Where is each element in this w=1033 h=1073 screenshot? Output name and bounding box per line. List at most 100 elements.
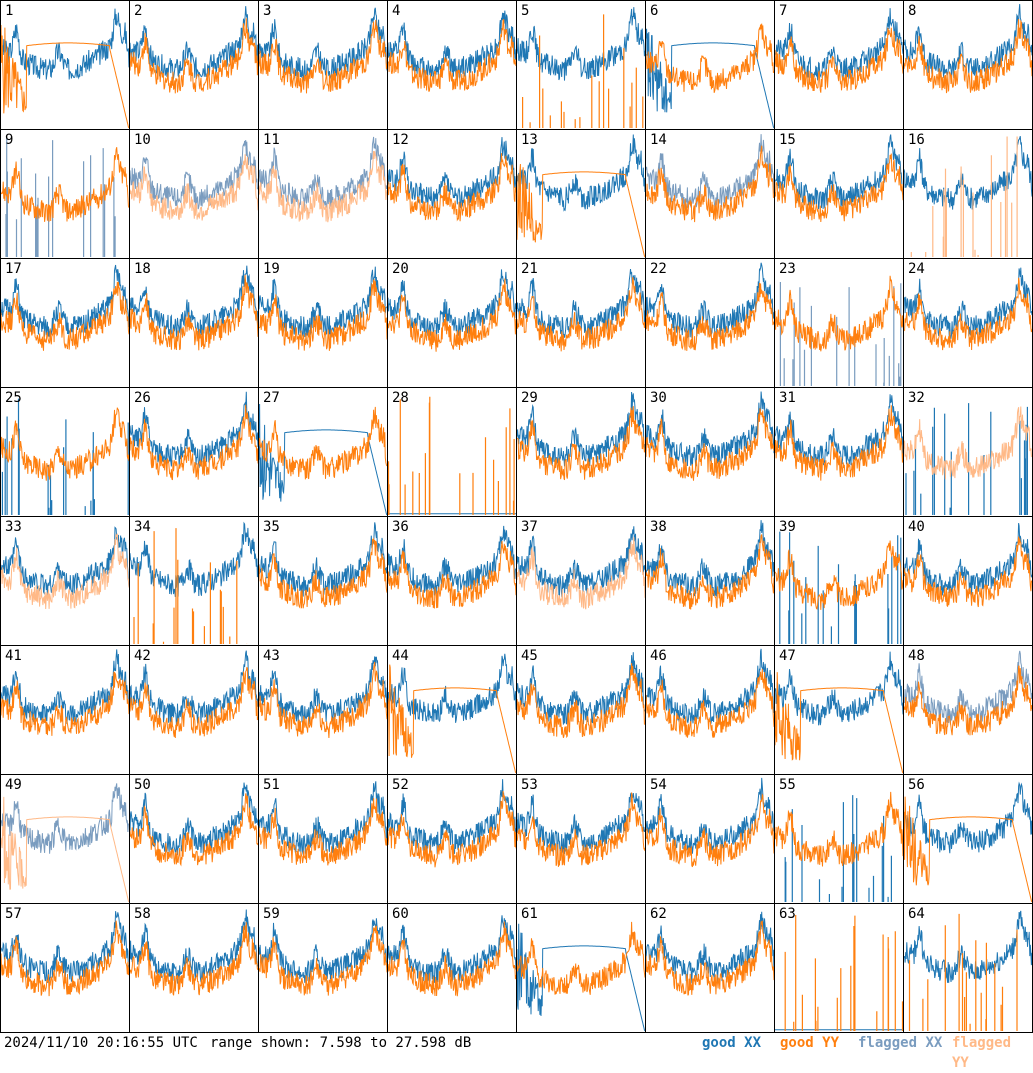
series-yy-9 (0, 147, 130, 222)
spectrum-tile-58: 58 (129, 903, 259, 1033)
spectrum-tile-63: 63 (774, 903, 904, 1033)
tile-label: 42 (134, 648, 151, 664)
series-yy-17 (0, 281, 130, 351)
tile-label: 13 (521, 132, 538, 148)
tile-label: 1 (5, 3, 13, 19)
series-yy-29 (516, 406, 646, 481)
spectrum-tile-57: 57 (0, 903, 130, 1033)
tile-label: 58 (134, 906, 151, 922)
series-yy-25 (0, 407, 130, 481)
series-xx-46 (645, 648, 775, 726)
tile-label: 22 (650, 261, 667, 277)
series-xx-10 (129, 139, 259, 210)
series-xx-5 (516, 7, 646, 81)
spectrum-tile-31: 31 (774, 387, 904, 517)
spectrum-tile-21: 21 (516, 258, 646, 388)
series-yy-35 (258, 537, 388, 609)
legend-good-xx-b: XX (744, 1035, 762, 1051)
series-yy-54 (645, 793, 775, 868)
tile-label: 5 (521, 3, 529, 19)
series-yy-61 (516, 921, 646, 995)
spectrum-tile-40: 40 (903, 516, 1033, 646)
tile-label: 37 (521, 519, 538, 535)
spectrum-tile-16: 16 (903, 129, 1033, 259)
series-xx-26 (129, 391, 259, 469)
spectrum-tile-23: 23 (774, 258, 904, 388)
series-yy-51 (258, 798, 388, 866)
tile-label: 54 (650, 777, 667, 793)
spectrum-tile-8: 8 (903, 0, 1033, 130)
tile-border (774, 903, 904, 1033)
series-yy-36 (387, 540, 517, 609)
tile-label: 25 (5, 390, 22, 406)
series-xx-61 (516, 923, 646, 1032)
series-xx-44 (387, 653, 517, 723)
spectrum-tile-49: 49 (0, 774, 130, 904)
series-xx-62 (645, 911, 775, 984)
series-yy-38 (645, 534, 775, 610)
tile-label: 23 (779, 261, 796, 277)
tile-label: 36 (392, 519, 409, 535)
spectrum-tile-19: 19 (258, 258, 388, 388)
tile-label: 19 (263, 261, 280, 277)
tile-label: 35 (263, 519, 280, 535)
spectrum-tile-24: 24 (903, 258, 1033, 388)
series-xx-23 (779, 282, 902, 386)
tile-label: 45 (521, 648, 538, 664)
series-yy-4 (387, 19, 517, 92)
spectrum-tile-26: 26 (129, 387, 259, 517)
series-yy-49 (0, 796, 130, 903)
series-xx-37 (516, 526, 646, 598)
tile-border (516, 903, 646, 1033)
tile-label: 39 (779, 519, 796, 535)
legend-good-yy: good YY (780, 1033, 839, 1053)
series-yy-27 (258, 406, 388, 480)
spectrum-tile-60: 60 (387, 903, 517, 1033)
spectrum-tile-47: 47 (774, 645, 904, 775)
spectrum-tile-7: 7 (774, 0, 904, 130)
spectrum-tile-35: 35 (258, 516, 388, 646)
series-yy-43 (258, 661, 388, 739)
spectrum-tile-37: 37 (516, 516, 646, 646)
tile-label: 62 (650, 906, 667, 922)
tile-label: 52 (392, 777, 409, 793)
series-yy-11 (258, 150, 388, 223)
spectrum-tile-6: 6 (645, 0, 775, 130)
spectrum-tile-39: 39 (774, 516, 904, 646)
series-xx-38 (645, 520, 775, 598)
tile-label: 27 (263, 390, 280, 406)
series-yy-39 (774, 540, 904, 610)
series-yy-44 (387, 664, 517, 774)
spectrum-tile-59: 59 (258, 903, 388, 1033)
tile-label: 41 (5, 648, 22, 664)
series-xx-6 (645, 28, 775, 129)
tile-label: 64 (908, 906, 925, 922)
spectrum-tile-52: 52 (387, 774, 517, 904)
series-yy-13 (516, 163, 646, 258)
series-xx-22 (645, 262, 775, 340)
series-xx-31 (774, 394, 904, 467)
tile-label: 49 (5, 777, 22, 793)
series-xx-52 (387, 779, 517, 854)
tile-label: 3 (263, 3, 271, 19)
series-yy-41 (0, 671, 130, 736)
spectrum-tile-4: 4 (387, 0, 517, 130)
series-yy-18 (129, 275, 259, 351)
tile-label: 20 (392, 261, 409, 277)
series-xx-34 (129, 521, 259, 597)
series-xx-19 (258, 266, 388, 339)
series-xx-16 (903, 135, 1033, 210)
series-yy-6 (645, 23, 775, 93)
tile-label: 18 (134, 261, 151, 277)
series-yy-31 (774, 405, 904, 481)
tile-border (774, 645, 904, 775)
spectrum-tile-53: 53 (516, 774, 646, 904)
tile-label: 48 (908, 648, 925, 664)
series-yy-15 (774, 153, 904, 223)
tile-label: 46 (650, 648, 667, 664)
tile-label: 29 (521, 390, 538, 406)
spectrum-tile-45: 45 (516, 645, 646, 775)
series-yy-12 (387, 153, 517, 222)
spectrum-tile-25: 25 (0, 387, 130, 517)
